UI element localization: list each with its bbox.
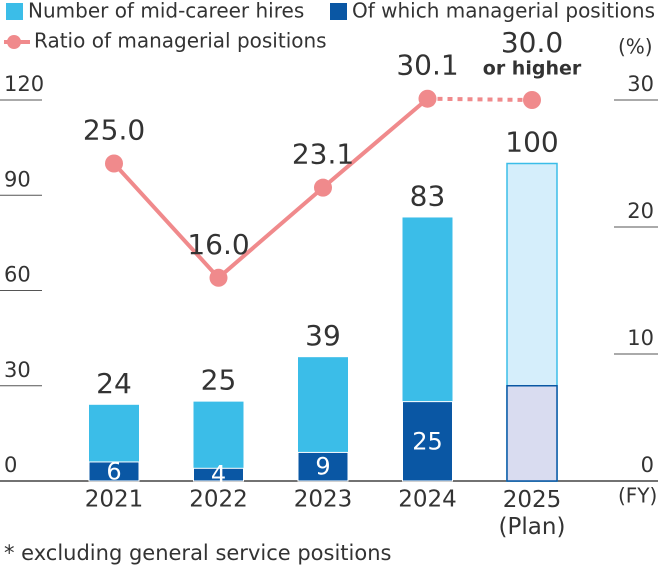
value-label: 100	[505, 126, 558, 159]
value-label: 25	[412, 427, 443, 455]
value-label: 6	[106, 457, 121, 485]
ratio-label: 30.1	[396, 49, 458, 82]
x-tick-label: 2022	[189, 487, 248, 513]
y2-tick-label: 0	[641, 453, 654, 477]
y-tick-label: 120	[4, 72, 44, 96]
value-label: 25	[201, 364, 237, 397]
ratio-label: 25.0	[83, 114, 145, 147]
footnote: * excluding general service positions	[4, 541, 391, 565]
value-label: 83	[410, 179, 446, 212]
legend-label: Number of mid-career hires	[28, 0, 304, 23]
y2-tick-label: 10	[627, 326, 654, 350]
y-tick-label: 60	[4, 263, 31, 287]
ratio-label: 23.1	[292, 138, 354, 171]
ratio-marker	[209, 268, 228, 287]
ratio-marker	[105, 154, 123, 173]
y-tick-label: 90	[4, 167, 31, 191]
x-tick-label: 2024	[398, 487, 457, 513]
value-label: 4	[211, 461, 226, 489]
bar-managerial	[402, 401, 453, 482]
x-tick-label: 2021	[85, 487, 144, 513]
legend-swatch	[6, 3, 23, 20]
value-label: 39	[305, 319, 341, 352]
y2-tick-label: 20	[627, 199, 654, 223]
ratio-marker	[418, 89, 437, 108]
x-axis-label: (FY)	[618, 484, 657, 508]
legend-label: Ratio of managerial positions	[34, 29, 327, 53]
legend-label: Of which managerial positions	[352, 0, 655, 23]
annotation: or higher	[483, 58, 582, 80]
legend-swatch	[330, 3, 347, 20]
bar-managerial	[506, 385, 558, 482]
value-label: 24	[96, 367, 132, 400]
legend-marker	[7, 35, 21, 49]
bar	[193, 401, 244, 481]
y2-axis-label: (%)	[618, 35, 653, 59]
x-tick-label: 2025 (Plan)	[499, 487, 566, 540]
bar-managerial	[297, 451, 349, 482]
x-tick-label: 2023	[294, 487, 353, 513]
bar-managerial	[88, 461, 140, 482]
ratio-line-plan	[427, 96, 533, 102]
value-label: 9	[315, 453, 330, 481]
ratio-marker	[314, 178, 332, 197]
ratio-label: 16.0	[187, 228, 249, 261]
y-tick-label: 30	[4, 358, 31, 382]
bar-managerial	[193, 467, 244, 482]
y-tick-label: 0	[4, 453, 17, 477]
y2-tick-label: 30	[627, 72, 654, 96]
ratio-line	[112, 97, 429, 281]
ratio-marker	[523, 91, 541, 109]
ratio-label: 30.0	[501, 26, 563, 59]
